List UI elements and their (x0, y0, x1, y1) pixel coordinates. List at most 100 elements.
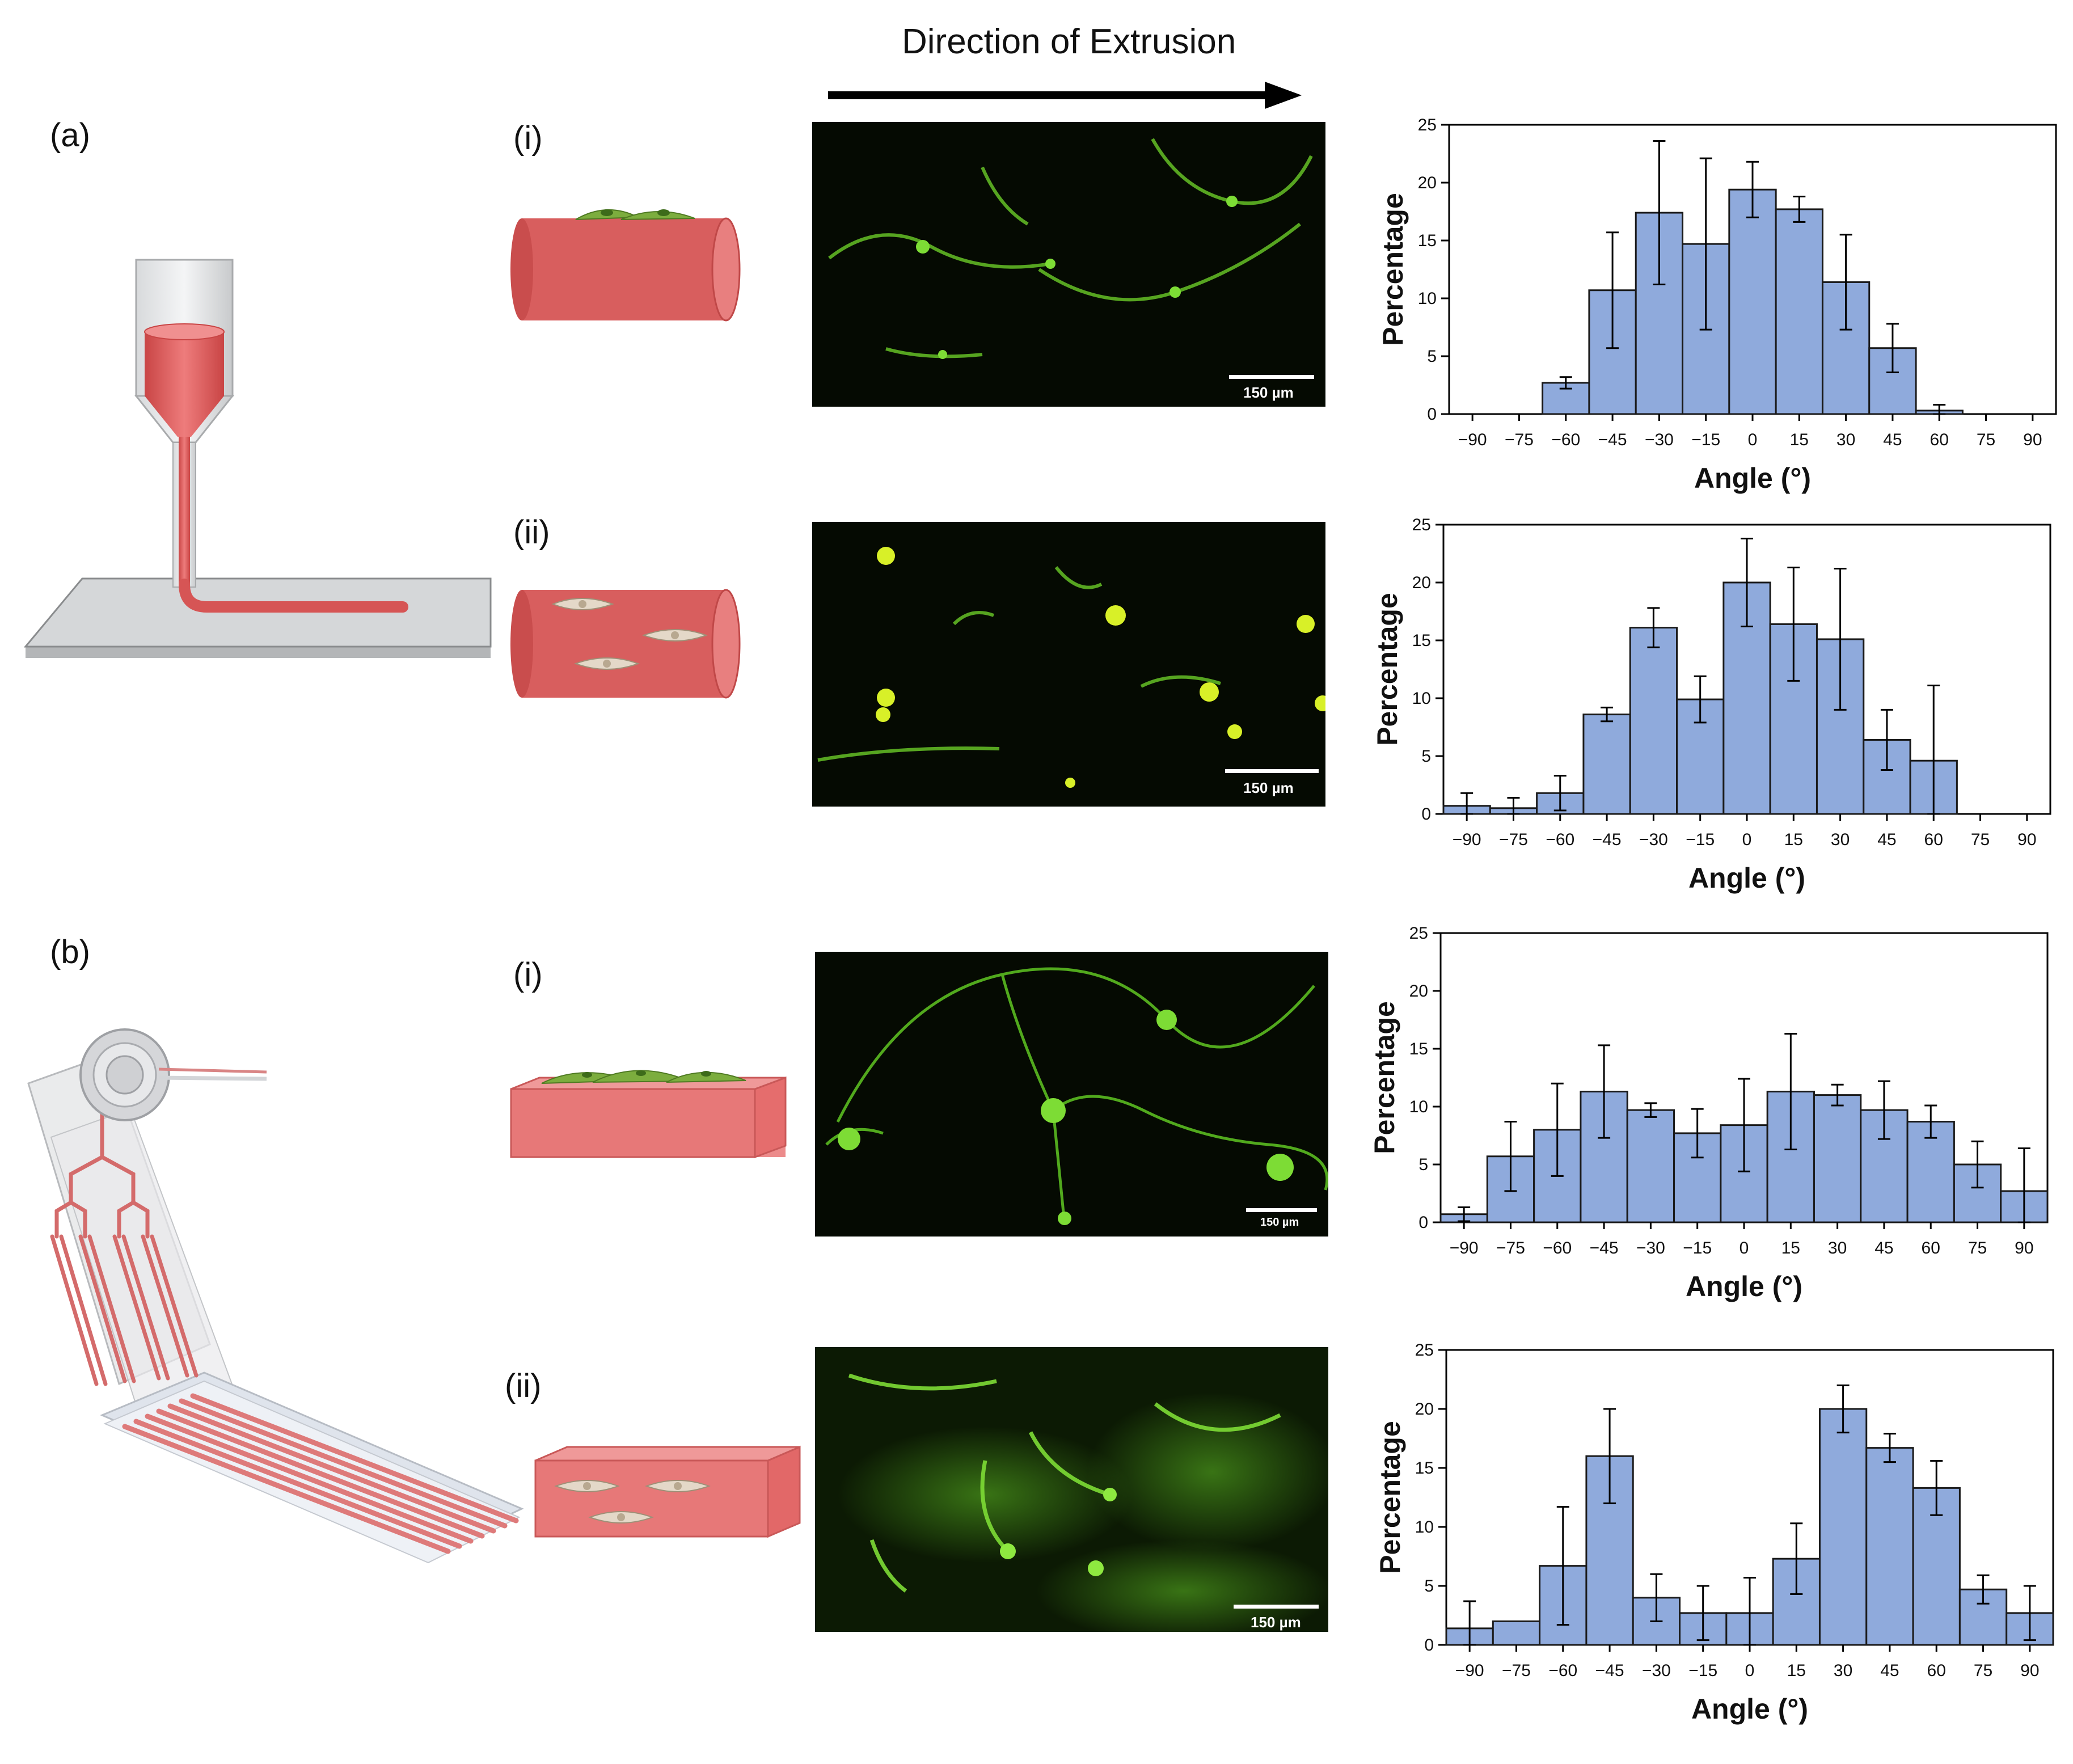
histogram-bar (1775, 208, 1823, 415)
x-tick-label: −75 (1505, 431, 1534, 449)
x-tick-label: −45 (1598, 431, 1627, 449)
scale-text-a-i: 150 µm (1243, 384, 1294, 401)
schematic-filament-encapsulated-cells (510, 589, 741, 699)
microfluidic-device-illustration (27, 1028, 524, 1564)
panel-label-a: (a) (50, 117, 90, 154)
schematic-slab-encapsulated-cells (534, 1445, 801, 1538)
x-tick-label: 0 (1740, 1239, 1749, 1257)
x-tick-label: 45 (1883, 431, 1902, 449)
histogram-a-i: 0 5 10 15 20 25 −90 −75 −60 −45 −30 −15 0 15 30 45 60 75 9… (1377, 116, 2057, 494)
scale-bar-b-i (1246, 1208, 1317, 1212)
y-tick-label: 20 (1415, 1400, 1434, 1419)
x-tick-label: −60 (1543, 1239, 1572, 1257)
x-tick-label: −30 (1642, 1661, 1671, 1680)
x-tick-label: 0 (1742, 830, 1752, 849)
y-tick-label: 5 (1424, 1577, 1434, 1596)
histogram-bar (1813, 1094, 1862, 1223)
y-tick-label: 20 (1412, 573, 1431, 592)
histogram-bar (1865, 1447, 1914, 1646)
micrograph-a-ii: 150 µm (812, 522, 1325, 807)
histogram-b-ii: 0 5 10 15 20 25 −90 −75 −60 −45 −30 −15 0 15 30 45 60 75 9… (1374, 1341, 2054, 1725)
y-tick-label: 25 (1412, 516, 1431, 534)
scale-bar-a-ii (1225, 769, 1319, 773)
x-tick-label: −30 (1639, 830, 1668, 849)
x-tick-label: 45 (1874, 1239, 1893, 1257)
y-axis-label: Percentage (1371, 593, 1403, 746)
y-tick-label: 20 (1409, 982, 1428, 1001)
y-axis-label: Percentage (1369, 1001, 1400, 1154)
x-tick-label: −15 (1686, 830, 1715, 849)
scale-text-b-i: 150 µm (1260, 1216, 1299, 1229)
micrograph-a-i: 150 µm (812, 122, 1325, 407)
x-tick-label: −60 (1548, 1661, 1577, 1680)
y-axis-label: Percentage (1374, 1421, 1406, 1574)
x-tick-label: −90 (1458, 431, 1487, 449)
histogram-bar (1629, 627, 1678, 815)
x-tick-label: 15 (1790, 431, 1809, 449)
direction-arrow (828, 82, 1302, 109)
y-tick-label: 15 (1409, 1040, 1428, 1058)
y-tick-label: 15 (1412, 631, 1431, 650)
histogram-bar (1728, 188, 1777, 415)
x-axis-label: Angle (°) (1694, 462, 1811, 494)
x-tick-label: 90 (2023, 431, 2042, 449)
micrograph-b-i-cells (825, 967, 1328, 1225)
x-tick-label: 0 (1748, 431, 1758, 449)
micrograph-b-ii: 150 µm (815, 1347, 1328, 1632)
x-tick-label: −45 (1595, 1661, 1624, 1680)
panel-label-b-i: (i) (513, 956, 543, 993)
x-tick-label: 90 (2020, 1661, 2039, 1680)
histogram-a-ii: 0 5 10 15 20 25 −90 −75 −60 −45 −30 −15 0 15 30 45 60 75 9… (1371, 516, 2051, 894)
x-tick-label: −90 (1450, 1239, 1479, 1257)
y-tick-label: 15 (1415, 1459, 1434, 1478)
x-tick-label: 90 (2015, 1239, 2033, 1257)
y-tick-label: 25 (1409, 924, 1428, 943)
y-tick-label: 20 (1418, 174, 1437, 192)
x-tick-label: 75 (1971, 830, 1990, 849)
x-tick-label: −15 (1683, 1239, 1712, 1257)
scale-text-b-ii: 150 µm (1251, 1614, 1301, 1631)
histogram-b-i: 0 5 10 15 20 25 −90 −75 −60 −45 −30 −15 0 15 30 45 60 75 9… (1369, 924, 2049, 1302)
schematic-filament-surface-cells (510, 209, 741, 322)
x-tick-label: 60 (1927, 1661, 1946, 1680)
panel-label-a-ii: (ii) (513, 514, 550, 551)
x-tick-label: 15 (1784, 830, 1803, 849)
y-tick-label: 10 (1409, 1098, 1428, 1116)
y-tick-label: 25 (1418, 116, 1437, 134)
x-axis-label: Angle (°) (1688, 862, 1805, 894)
x-tick-label: 15 (1781, 1239, 1800, 1257)
y-tick-label: 10 (1412, 689, 1431, 708)
micrograph-b-i: 150 µm (815, 952, 1328, 1237)
panel-label-b: (b) (50, 934, 90, 970)
x-tick-label: −60 (1546, 830, 1574, 849)
x-axis-label: Angle (°) (1686, 1271, 1802, 1302)
y-tick-label: 0 (1418, 1213, 1428, 1232)
scale-bar-b-ii (1234, 1605, 1319, 1609)
x-tick-label: 75 (1974, 1661, 1992, 1680)
y-tick-label: 10 (1415, 1518, 1434, 1537)
x-tick-label: −15 (1691, 431, 1720, 449)
panel-label-b-ii: (ii) (505, 1368, 542, 1404)
x-tick-label: 75 (1977, 431, 1995, 449)
x-tick-label: 60 (1922, 1239, 1940, 1257)
x-tick-label: −90 (1453, 830, 1481, 849)
x-tick-label: −60 (1551, 431, 1580, 449)
micrograph-a-i-cells (828, 138, 1313, 359)
x-tick-label: 30 (1828, 1239, 1847, 1257)
x-tick-label: −45 (1593, 830, 1622, 849)
x-tick-label: 60 (1924, 830, 1943, 849)
x-tick-label: 30 (1831, 830, 1850, 849)
micrograph-a-ii-cells (817, 547, 1325, 788)
y-tick-label: 0 (1424, 1636, 1434, 1655)
x-tick-label: −30 (1636, 1239, 1665, 1257)
scale-text-a-ii: 150 µm (1243, 779, 1294, 796)
scale-bar-a-i (1229, 375, 1314, 379)
micrograph-b-ii-cells (838, 1373, 1328, 1632)
y-tick-label: 10 (1418, 289, 1437, 308)
x-tick-label: 45 (1880, 1661, 1899, 1680)
histogram-bar (1818, 1408, 1868, 1646)
x-tick-label: −75 (1496, 1239, 1525, 1257)
y-tick-label: 5 (1427, 347, 1437, 366)
extrusion-printer-illustration (23, 259, 492, 658)
schematic-slab-surface-cells (510, 1070, 787, 1159)
